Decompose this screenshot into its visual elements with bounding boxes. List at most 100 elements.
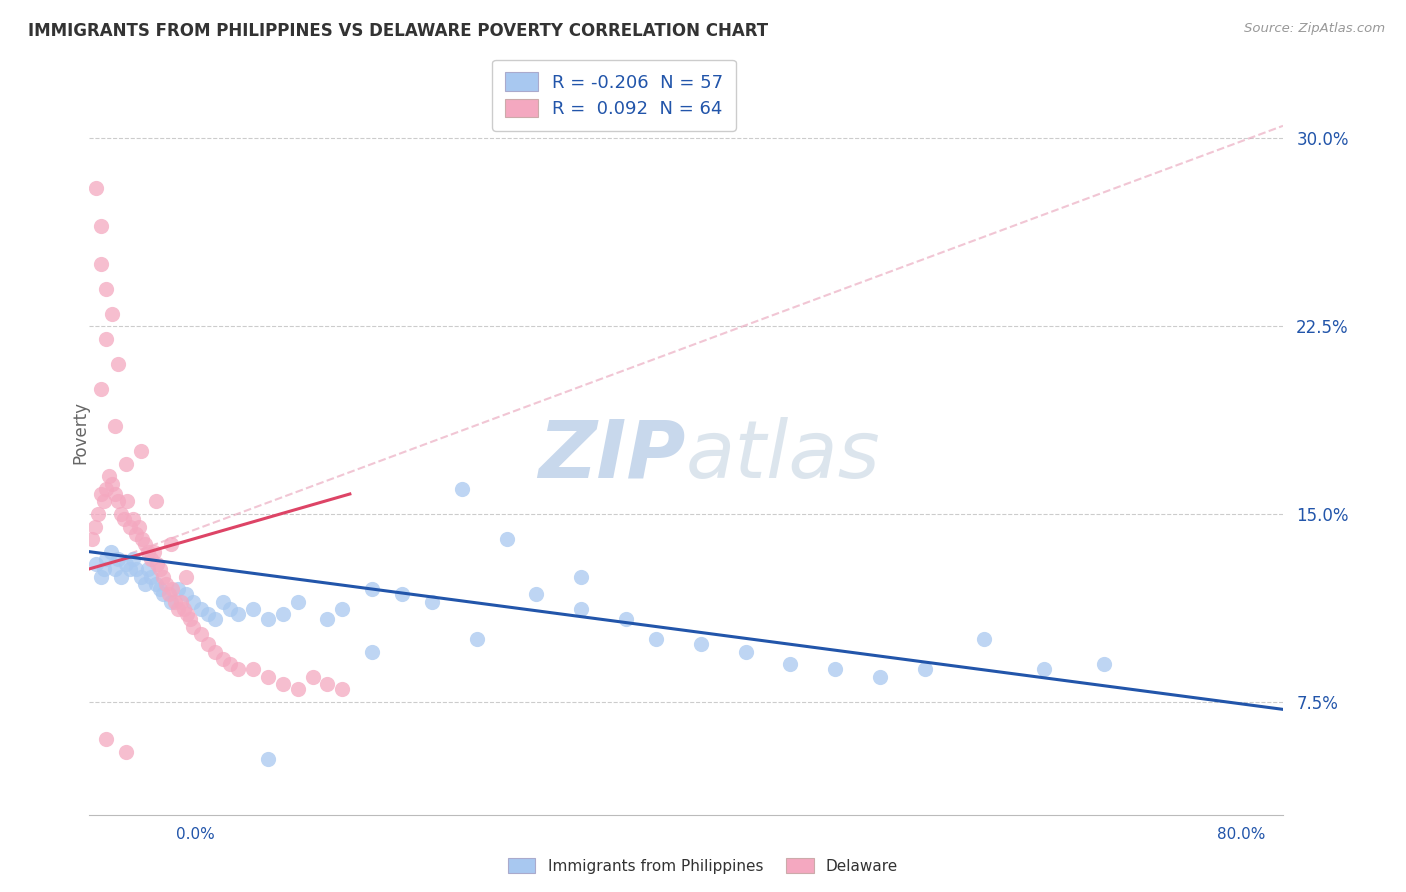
Point — [569, 569, 592, 583]
Point — [141, 552, 163, 566]
Point — [152, 587, 174, 601]
Point — [145, 577, 167, 591]
Point — [125, 562, 148, 576]
Point — [256, 752, 278, 766]
Point — [107, 552, 129, 566]
Point — [361, 582, 384, 596]
Point — [332, 682, 354, 697]
Point — [149, 562, 172, 576]
Point — [190, 627, 212, 641]
Point — [110, 569, 132, 583]
Point — [101, 477, 124, 491]
Point — [219, 602, 242, 616]
Point — [104, 562, 127, 576]
Point — [96, 732, 118, 747]
Text: atlas: atlas — [686, 417, 880, 494]
Text: ZIP: ZIP — [538, 417, 686, 494]
Text: 80.0%: 80.0% — [1218, 827, 1265, 841]
Point — [869, 670, 891, 684]
Point — [115, 557, 138, 571]
Point — [86, 507, 108, 521]
Point — [98, 469, 121, 483]
Point — [115, 457, 138, 471]
Point — [96, 332, 118, 346]
Legend: Immigrants from Philippines, Delaware: Immigrants from Philippines, Delaware — [502, 852, 904, 880]
Point — [450, 482, 472, 496]
Point — [128, 519, 150, 533]
Point — [80, 532, 103, 546]
Point — [287, 682, 309, 697]
Point — [779, 657, 801, 672]
Point — [271, 677, 294, 691]
Point — [143, 544, 166, 558]
Point — [914, 662, 936, 676]
Point — [93, 562, 115, 576]
Point — [645, 632, 668, 647]
Point — [96, 482, 118, 496]
Text: IMMIGRANTS FROM PHILIPPINES VS DELAWARE POVERTY CORRELATION CHART: IMMIGRANTS FROM PHILIPPINES VS DELAWARE … — [28, 22, 768, 40]
Point — [89, 256, 111, 270]
Point — [420, 595, 443, 609]
Point — [256, 612, 278, 626]
Point — [104, 419, 127, 434]
Point — [129, 444, 152, 458]
Point — [129, 569, 152, 583]
Y-axis label: Poverty: Poverty — [72, 401, 89, 464]
Point — [495, 532, 517, 546]
Point — [89, 382, 111, 396]
Point — [101, 307, 124, 321]
Point — [689, 637, 711, 651]
Point — [134, 537, 156, 551]
Point — [204, 645, 226, 659]
Point — [155, 577, 177, 591]
Point — [96, 282, 118, 296]
Point — [361, 645, 384, 659]
Point — [197, 637, 219, 651]
Point — [973, 632, 995, 647]
Point — [219, 657, 242, 672]
Point — [110, 507, 132, 521]
Point — [1092, 657, 1115, 672]
Point — [89, 219, 111, 233]
Legend: R = -0.206  N = 57, R =  0.092  N = 64: R = -0.206 N = 57, R = 0.092 N = 64 — [492, 60, 735, 131]
Point — [84, 181, 107, 195]
Text: Source: ZipAtlas.com: Source: ZipAtlas.com — [1244, 22, 1385, 36]
Point — [159, 595, 181, 609]
Point — [136, 562, 159, 576]
Point — [242, 602, 264, 616]
Point — [179, 612, 201, 626]
Point — [170, 595, 193, 609]
Point — [614, 612, 637, 626]
Point — [145, 494, 167, 508]
Point — [316, 677, 339, 691]
Point — [1033, 662, 1056, 676]
Point — [212, 652, 235, 666]
Point — [165, 595, 187, 609]
Point — [391, 587, 413, 601]
Point — [152, 569, 174, 583]
Point — [146, 557, 169, 571]
Point — [112, 512, 135, 526]
Point — [100, 544, 122, 558]
Point — [734, 645, 756, 659]
Point — [316, 612, 339, 626]
Point — [96, 552, 118, 566]
Point — [824, 662, 846, 676]
Point — [271, 607, 294, 622]
Point — [176, 607, 198, 622]
Point — [104, 487, 127, 501]
Point — [167, 602, 190, 616]
Point — [120, 562, 142, 576]
Point — [332, 602, 354, 616]
Point — [256, 670, 278, 684]
Point — [84, 557, 107, 571]
Point — [120, 519, 142, 533]
Point — [89, 569, 111, 583]
Point — [89, 487, 111, 501]
Point — [242, 662, 264, 676]
Point — [465, 632, 488, 647]
Point — [122, 552, 145, 566]
Point — [212, 595, 235, 609]
Point — [174, 569, 197, 583]
Text: 0.0%: 0.0% — [176, 827, 215, 841]
